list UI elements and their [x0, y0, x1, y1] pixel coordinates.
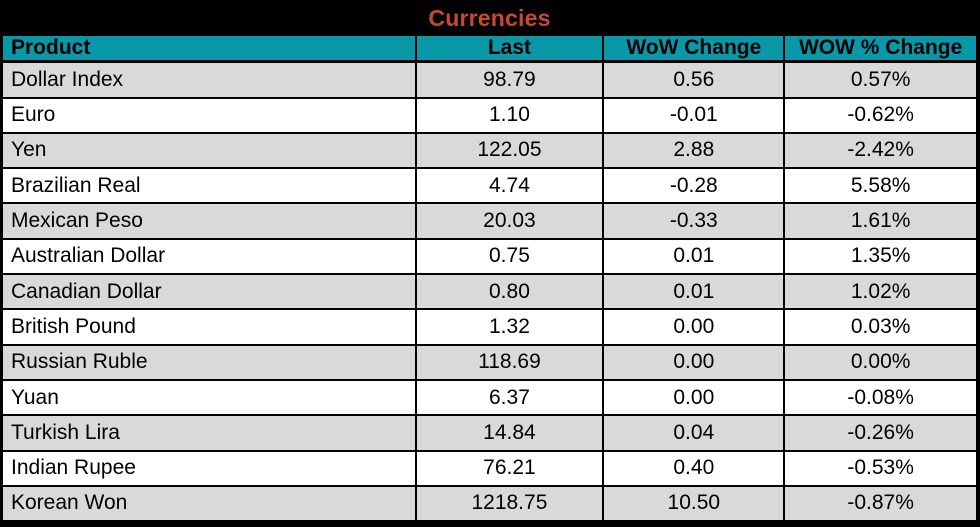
table-title: Currencies: [3, 0, 976, 36]
last-cell: 1.32: [414, 308, 605, 346]
table-row: Dollar Index 98.79 0.56 0.57%: [3, 60, 976, 99]
table-row: Indian Rupee 76.21 0.40 -0.53%: [3, 449, 976, 487]
last-cell: 98.79: [414, 60, 605, 99]
table-row: Russian Ruble 118.69 0.00 0.00%: [3, 343, 976, 382]
wow-pct-change-cell: -0.26%: [783, 414, 976, 452]
table-row: Canadian Dollar 0.80 0.01 1.02%: [3, 273, 976, 311]
wow-pct-change-cell: 0.00%: [783, 343, 976, 382]
last-cell: 118.69: [414, 343, 605, 382]
last-cell: 1218.75: [414, 484, 605, 520]
table-row: Yuan 6.37 0.00 -0.08%: [3, 378, 976, 417]
wow-change-cell: 0.00: [602, 378, 786, 417]
product-cell: Brazilian Real: [3, 167, 417, 205]
last-cell: 122.05: [414, 131, 605, 170]
column-header-product: Product: [3, 36, 417, 63]
table-row: Brazilian Real 4.74 -0.28 5.58%: [3, 167, 976, 205]
wow-change-cell: 0.01: [602, 237, 786, 276]
wow-pct-change-cell: 1.35%: [783, 237, 976, 276]
header-row: Product Last WoW Change WOW % Change: [3, 36, 976, 63]
product-cell: Korean Won: [3, 484, 417, 520]
last-cell: 0.75: [414, 237, 605, 276]
wow-change-cell: -0.33: [602, 202, 786, 240]
product-cell: Australian Dollar: [3, 237, 417, 276]
column-header-wow-change: WoW Change: [602, 36, 786, 63]
wow-change-cell: 0.04: [602, 414, 786, 452]
table-row: Korean Won 1218.75 10.50 -0.87%: [3, 484, 976, 520]
product-cell: Canadian Dollar: [3, 273, 417, 311]
wow-pct-change-cell: -0.62%: [783, 96, 976, 134]
currencies-table: Product Last WoW Change WOW % Change Dol…: [3, 36, 976, 520]
table-row: Euro 1.10 -0.01 -0.62%: [3, 96, 976, 134]
wow-change-cell: 10.50: [602, 484, 786, 520]
product-cell: Russian Ruble: [3, 343, 417, 382]
wow-change-cell: 0.40: [602, 449, 786, 487]
wow-change-cell: -0.28: [602, 167, 786, 205]
wow-pct-change-cell: 5.58%: [783, 167, 976, 205]
wow-pct-change-cell: -0.87%: [783, 484, 976, 520]
table-row: Mexican Peso 20.03 -0.33 1.61%: [3, 202, 976, 240]
wow-pct-change-cell: 1.61%: [783, 202, 976, 240]
product-cell: Indian Rupee: [3, 449, 417, 487]
table-row: British Pound 1.32 0.00 0.03%: [3, 308, 976, 346]
table-body: Dollar Index 98.79 0.56 0.57% Euro 1.10 …: [3, 60, 976, 520]
last-cell: 1.10: [414, 96, 605, 134]
wow-change-cell: 0.00: [602, 343, 786, 382]
wow-change-cell: 0.00: [602, 308, 786, 346]
wow-change-cell: -0.01: [602, 96, 786, 134]
last-cell: 76.21: [414, 449, 605, 487]
product-cell: Mexican Peso: [3, 202, 417, 240]
last-cell: 14.84: [414, 414, 605, 452]
column-header-wow-pct-change: WOW % Change: [783, 36, 976, 63]
product-cell: Dollar Index: [3, 60, 417, 99]
last-cell: 6.37: [414, 378, 605, 417]
product-cell: British Pound: [3, 308, 417, 346]
product-cell: Turkish Lira: [3, 414, 417, 452]
product-cell: Yuan: [3, 378, 417, 417]
product-cell: Yen: [3, 131, 417, 170]
table-row: Turkish Lira 14.84 0.04 -0.26%: [3, 414, 976, 452]
wow-pct-change-cell: 1.02%: [783, 273, 976, 311]
last-cell: 0.80: [414, 273, 605, 311]
table-row: Yen 122.05 2.88 -2.42%: [3, 131, 976, 170]
wow-pct-change-cell: 0.57%: [783, 60, 976, 99]
table-row: Australian Dollar 0.75 0.01 1.35%: [3, 237, 976, 276]
wow-pct-change-cell: -0.08%: [783, 378, 976, 417]
wow-pct-change-cell: 0.03%: [783, 308, 976, 346]
wow-pct-change-cell: -0.53%: [783, 449, 976, 487]
wow-change-cell: 2.88: [602, 131, 786, 170]
wow-pct-change-cell: -2.42%: [783, 131, 976, 170]
last-cell: 4.74: [414, 167, 605, 205]
last-cell: 20.03: [414, 202, 605, 240]
product-cell: Euro: [3, 96, 417, 134]
wow-change-cell: 0.01: [602, 273, 786, 311]
column-header-last: Last: [414, 36, 605, 63]
wow-change-cell: 0.56: [602, 60, 786, 99]
